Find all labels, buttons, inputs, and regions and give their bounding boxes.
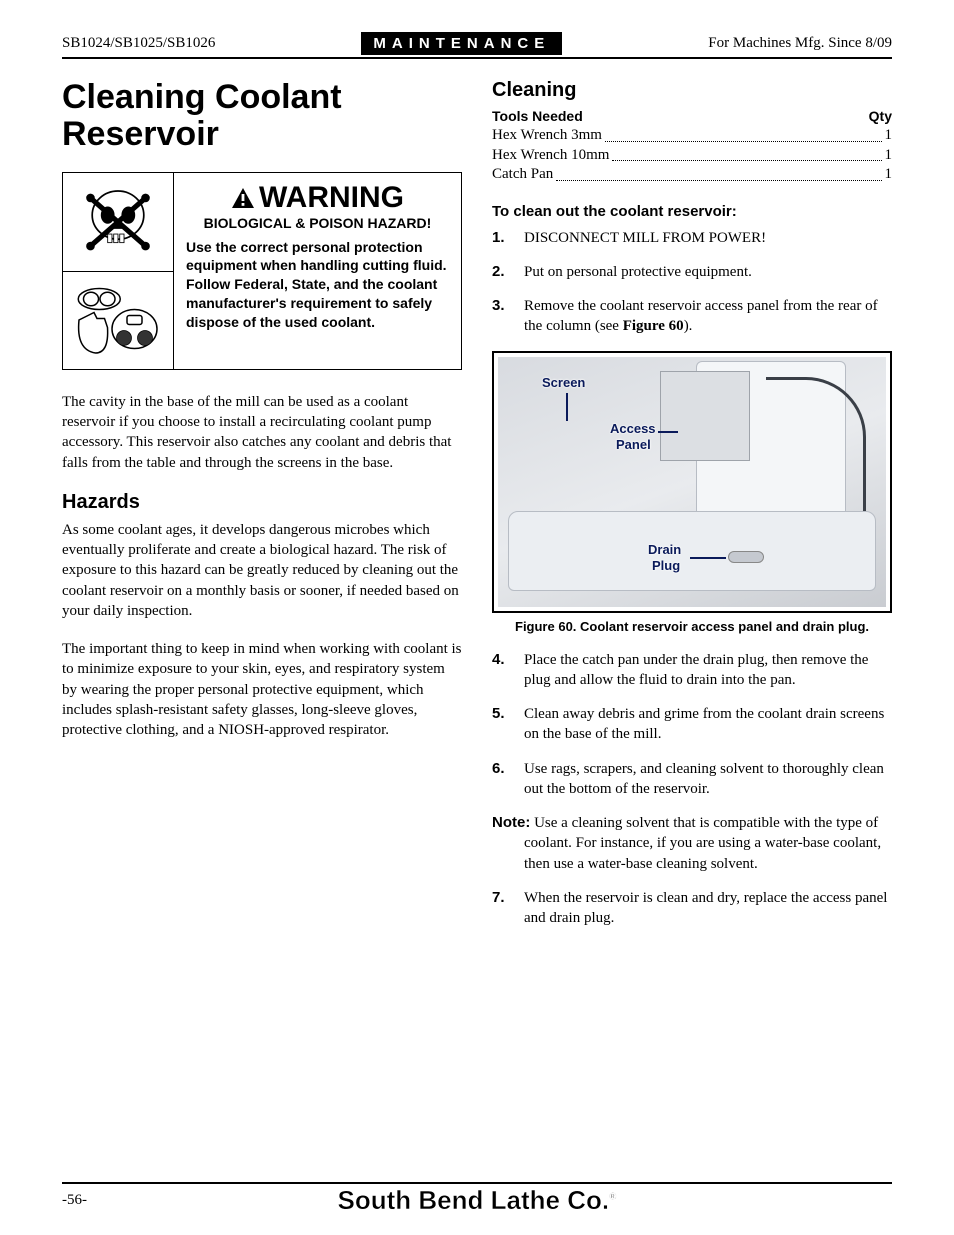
figure-label-screen: Screen xyxy=(542,375,585,390)
tools-label: Tools Needed xyxy=(492,108,583,124)
step-2: 2. Put on personal protective equipment. xyxy=(492,262,892,282)
note-label: Note: xyxy=(492,814,530,831)
page-number: -56- xyxy=(62,1192,87,1209)
figure-line xyxy=(658,431,678,433)
warning-triangle-icon xyxy=(231,187,255,209)
right-column: Cleaning Tools Needed Qty Hex Wrench 3mm… xyxy=(492,79,892,942)
procedure-steps-final: 7. When the reservoir is clean and dry, … xyxy=(492,888,892,929)
company-name: South Bend Lathe Co.® xyxy=(338,1185,617,1216)
step-text: When the reservoir is clean and dry, rep… xyxy=(524,888,892,929)
warning-box: WARNING BIOLOGICAL & POISON HAZARD! Use … xyxy=(62,172,462,370)
tools-header: Tools Needed Qty xyxy=(492,108,892,124)
step-text: Put on personal protective equipment. xyxy=(524,262,752,282)
tool-qty: 1 xyxy=(885,146,893,166)
note-text: Use a cleaning solvent that is compatibl… xyxy=(524,815,881,872)
ppe-icon xyxy=(63,271,173,369)
header-badge: MAINTENANCE xyxy=(361,32,562,55)
step-4: 4. Place the catch pan under the drain p… xyxy=(492,650,892,691)
step-7: 7. When the reservoir is clean and dry, … xyxy=(492,888,892,929)
registered-icon: ® xyxy=(609,1191,616,1202)
figure-ref: Figure 60 xyxy=(623,318,684,334)
figure-60: Screen Access Panel Drain Plug xyxy=(492,351,892,613)
drain-plug-shape xyxy=(728,551,764,563)
procedure-steps-cont: 4. Place the catch pan under the drain p… xyxy=(492,650,892,800)
left-column: Cleaning Coolant Reservoir xyxy=(62,79,462,942)
tool-row: Catch Pan 1 xyxy=(492,165,892,185)
qty-label: Qty xyxy=(869,108,892,124)
machine-base-shape xyxy=(508,511,876,591)
company-text: South Bend Lathe Co. xyxy=(338,1185,610,1215)
hazards-p1: As some coolant ages, it develops danger… xyxy=(62,520,462,621)
step-number: 3. xyxy=(492,296,510,337)
tool-qty: 1 xyxy=(885,126,893,146)
warning-body: WARNING BIOLOGICAL & POISON HAZARD! Use … xyxy=(174,173,461,369)
tool-name: Hex Wrench 3mm xyxy=(492,126,602,146)
step-text-part: Remove the coolant reservoir access pane… xyxy=(524,298,878,334)
figure-line xyxy=(690,557,726,559)
header-left: SB1024/SB1025/SB1026 xyxy=(62,35,215,52)
skull-icon xyxy=(63,173,173,271)
warning-title-text: WARNING xyxy=(259,181,404,215)
note-paragraph: Note: Use a cleaning solvent that is com… xyxy=(492,813,892,874)
page-header: SB1024/SB1025/SB1026 MAINTENANCE For Mac… xyxy=(62,32,892,59)
figure-label-drain: Drain xyxy=(648,542,681,557)
step-text: Remove the coolant reservoir access pane… xyxy=(524,296,892,337)
tool-dots xyxy=(612,146,881,162)
step-text: Place the catch pan under the drain plug… xyxy=(524,650,892,691)
tool-name: Hex Wrench 10mm xyxy=(492,146,609,166)
page-title: Cleaning Coolant Reservoir xyxy=(62,79,462,154)
figure-caption: Figure 60. Coolant reservoir access pane… xyxy=(492,619,892,634)
step-text: DISCONNECT MILL FROM POWER! xyxy=(524,228,766,248)
tool-dots xyxy=(605,126,882,142)
cleaning-heading: Cleaning xyxy=(492,79,892,102)
step-6: 6. Use rags, scrapers, and cleaning solv… xyxy=(492,759,892,800)
step-5: 5. Clean away debris and grime from the … xyxy=(492,704,892,745)
step-number: 4. xyxy=(492,650,510,691)
hazards-p2: The important thing to keep in mind when… xyxy=(62,639,462,740)
step-number: 6. xyxy=(492,759,510,800)
machine-hose-shape xyxy=(766,377,866,527)
step-text: Clean away debris and grime from the coo… xyxy=(524,704,892,745)
step-text-part: ). xyxy=(684,318,693,334)
figure-line xyxy=(566,393,568,421)
figure-label-plug: Plug xyxy=(652,558,680,573)
step-1: 1. DISCONNECT MILL FROM POWER! xyxy=(492,228,892,248)
page-footer: -56- South Bend Lathe Co.® xyxy=(62,1182,892,1209)
intro-paragraph: The cavity in the base of the mill can b… xyxy=(62,392,462,473)
procedure-steps: 1. DISCONNECT MILL FROM POWER! 2. Put on… xyxy=(492,228,892,337)
content-columns: Cleaning Coolant Reservoir xyxy=(62,79,892,942)
hazards-heading: Hazards xyxy=(62,491,462,514)
figure-label-panel: Panel xyxy=(616,437,651,452)
step-number: 5. xyxy=(492,704,510,745)
tool-name: Catch Pan xyxy=(492,165,553,185)
step-number: 2. xyxy=(492,262,510,282)
step-text: Use rags, scrapers, and cleaning solvent… xyxy=(524,759,892,800)
warning-text: Use the correct personal protection equi… xyxy=(186,238,449,332)
tool-qty: 1 xyxy=(885,165,893,185)
warning-icons xyxy=(63,173,174,369)
step-number: 7. xyxy=(492,888,510,929)
step-number: 1. xyxy=(492,228,510,248)
warning-subtitle: BIOLOGICAL & POISON HAZARD! xyxy=(186,215,449,232)
machine-panel-shape xyxy=(660,371,750,461)
warning-title: WARNING xyxy=(186,181,449,215)
figure-label-access: Access xyxy=(610,421,656,436)
tool-dots xyxy=(556,165,881,181)
tool-row: Hex Wrench 3mm 1 xyxy=(492,126,892,146)
header-right: For Machines Mfg. Since 8/09 xyxy=(708,35,892,52)
step-3: 3. Remove the coolant reservoir access p… xyxy=(492,296,892,337)
tool-row: Hex Wrench 10mm 1 xyxy=(492,146,892,166)
procedure-heading: To clean out the coolant reservoir: xyxy=(492,203,892,220)
figure-image: Screen Access Panel Drain Plug xyxy=(498,357,886,607)
